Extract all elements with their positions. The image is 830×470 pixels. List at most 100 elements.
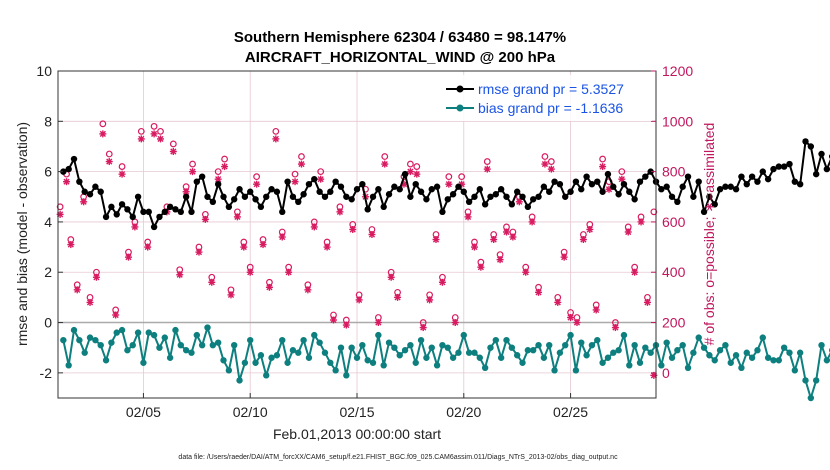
obs-possible-marker xyxy=(105,150,113,158)
bias-point xyxy=(209,341,217,349)
obs-assimilated-marker xyxy=(118,170,126,178)
bias-point xyxy=(711,357,718,364)
bias-point xyxy=(188,349,195,356)
rmse-point xyxy=(497,186,505,193)
bias-point xyxy=(674,347,681,354)
x-tick-label: 02/25 xyxy=(553,404,588,420)
obs-assimilated-marker xyxy=(599,163,607,171)
bias-point xyxy=(818,341,825,349)
x-tick-label: 02/15 xyxy=(339,404,374,420)
obs-assimilated-marker xyxy=(579,236,587,244)
bias-point xyxy=(535,341,542,349)
bias-point xyxy=(86,334,94,341)
rmse-point xyxy=(690,193,697,200)
rmse-point xyxy=(247,188,254,195)
rmse-point xyxy=(311,175,318,183)
bias-point xyxy=(599,359,606,366)
rmse-point xyxy=(391,183,398,190)
obs-assimilated-marker xyxy=(272,135,280,143)
bias-point xyxy=(684,364,692,372)
bias-point xyxy=(198,341,206,349)
rmse-point xyxy=(594,178,601,185)
bias-point xyxy=(567,331,574,339)
bias-point xyxy=(92,336,99,344)
rmse-point xyxy=(796,180,804,188)
obs-possible-marker xyxy=(253,173,261,181)
obs-assimilated-marker xyxy=(285,268,293,276)
y-axis-label-right: # of obs: o=possible; ∗=assimilated xyxy=(701,123,717,346)
obs-assimilated-marker xyxy=(503,228,510,236)
obs-assimilated-marker xyxy=(374,319,382,327)
obs-assimilated-marker xyxy=(413,170,421,178)
bias-point xyxy=(802,377,809,384)
obs-assimilated-marker xyxy=(176,271,184,279)
rmse-point xyxy=(791,178,799,185)
rmse-point xyxy=(562,193,569,200)
bias-point xyxy=(108,339,115,346)
rmse-point xyxy=(182,193,190,200)
obs-assimilated-marker xyxy=(208,278,216,286)
obs-assimilated-marker xyxy=(547,165,555,173)
rmse-point xyxy=(684,173,692,180)
obs-assimilated-marker xyxy=(509,233,517,241)
rmse-point xyxy=(775,163,783,170)
bias-point xyxy=(236,377,243,384)
bias-point xyxy=(263,372,270,379)
rmse-point xyxy=(439,208,446,216)
rmse-point xyxy=(177,208,185,216)
rmse-point xyxy=(305,180,313,188)
obs-assimilated-marker xyxy=(131,223,139,231)
bias-point xyxy=(279,336,286,344)
rmse-point xyxy=(716,186,724,193)
rmse-point xyxy=(759,168,766,175)
bias-point xyxy=(572,367,580,374)
bias-point xyxy=(343,372,350,379)
obs-possible-marker xyxy=(317,168,325,176)
rmse-point xyxy=(529,196,537,203)
obs-count-layer xyxy=(56,120,658,379)
obs-possible-marker xyxy=(541,153,549,160)
obs-assimilated-marker xyxy=(445,180,453,188)
bias-point xyxy=(182,347,190,354)
right-tick-label: 1200 xyxy=(662,63,693,79)
rmse-point xyxy=(588,180,596,188)
bias-point xyxy=(663,339,670,346)
bias-point xyxy=(481,364,489,372)
obs-assimilated-marker xyxy=(63,178,71,186)
bias-point xyxy=(642,344,649,351)
obs-assimilated-marker xyxy=(624,228,632,236)
bias-point xyxy=(738,364,745,372)
legend-bias-marker xyxy=(456,104,464,112)
obs-assimilated-marker xyxy=(137,135,145,143)
obs-assimilated-marker xyxy=(221,163,229,171)
left-tick-label: -2 xyxy=(40,365,53,381)
rmse-point xyxy=(428,186,435,193)
bias-point xyxy=(76,336,83,344)
left-ticks: -2 0 2 4 6 8 10 xyxy=(36,63,63,381)
bias-point xyxy=(60,336,67,344)
x-ticks: 02/05 02/10 02/15 02/20 02/25 xyxy=(126,393,588,420)
rmse-point xyxy=(700,208,708,216)
rmse-point xyxy=(738,173,745,180)
bias-point xyxy=(460,331,467,339)
rmse-point xyxy=(364,206,371,213)
bias-point xyxy=(449,354,457,361)
rmse-point xyxy=(444,196,451,203)
bias-point xyxy=(177,341,185,349)
obs-assimilated-marker xyxy=(92,273,100,281)
bias-point xyxy=(150,331,158,339)
bias-point xyxy=(732,352,740,359)
obs-possible-marker xyxy=(650,208,658,216)
obs-assimilated-marker xyxy=(86,298,94,306)
left-tick-label: 2 xyxy=(44,264,52,280)
bias-point xyxy=(743,349,750,356)
rmse-point xyxy=(113,211,120,218)
bias-point xyxy=(353,354,361,361)
obs-assimilated-marker xyxy=(496,256,504,264)
bias-point xyxy=(113,329,120,336)
legend-bias-label: bias grand pr = -1.1636 xyxy=(478,100,623,116)
rmse-point xyxy=(615,191,622,198)
bias-point xyxy=(455,349,462,356)
obs-assimilated-marker xyxy=(631,268,639,276)
bias-point xyxy=(348,344,355,351)
